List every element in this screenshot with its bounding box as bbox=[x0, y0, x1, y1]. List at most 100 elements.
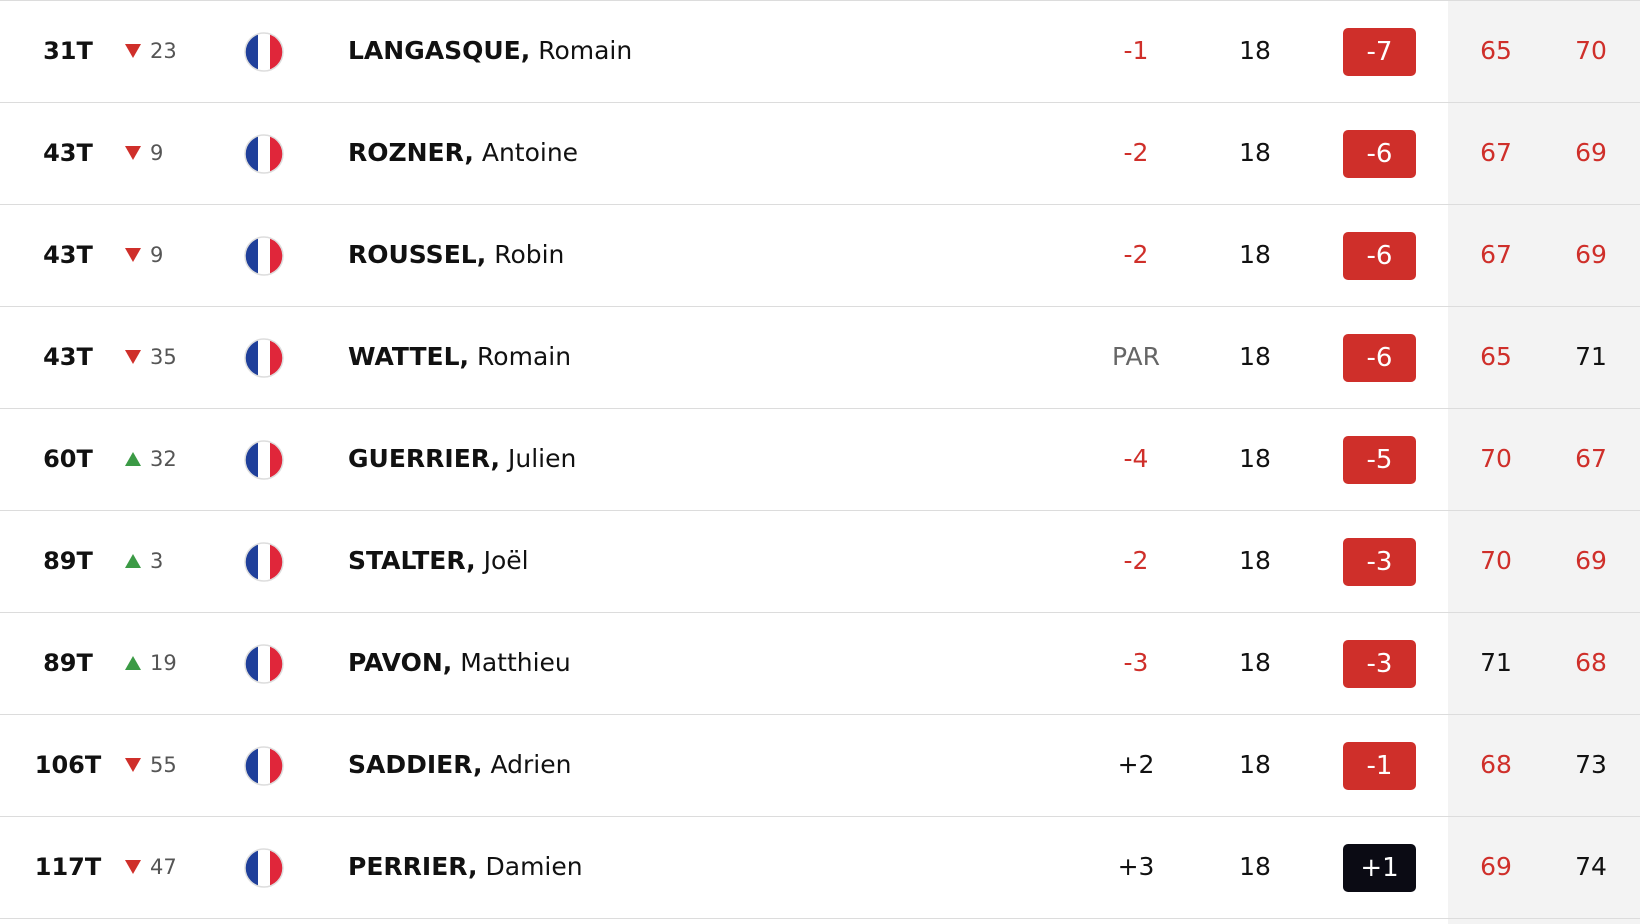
row-divider bbox=[0, 918, 1640, 920]
player-row: 43T 9 ROUSSEL, Robin -2 18 -6 67 69 bbox=[0, 204, 1640, 306]
first-name: Julien bbox=[508, 444, 577, 473]
round-score: 70 bbox=[1480, 444, 1512, 473]
move-value: 35 bbox=[150, 345, 177, 369]
move-arrow bbox=[125, 452, 141, 466]
round-score: 67 bbox=[1480, 138, 1512, 167]
first-name: Antoine bbox=[481, 138, 579, 167]
flag-france bbox=[244, 746, 284, 786]
position: 117T bbox=[34, 853, 102, 881]
player-row: 31T 23 LANGASQUE, Romain -1 18 -7 65 70 bbox=[0, 0, 1640, 102]
thru: 18 bbox=[1239, 546, 1271, 575]
round-score: 69 bbox=[1575, 240, 1607, 269]
player-name: SADDIER, Adrien bbox=[348, 715, 571, 815]
thru: 18 bbox=[1239, 852, 1271, 881]
round-score: 67 bbox=[1575, 444, 1607, 473]
flag-france bbox=[244, 440, 284, 480]
last-name: PERRIER, bbox=[348, 852, 478, 881]
player-name: STALTER, Joël bbox=[348, 511, 529, 611]
round-score: 70 bbox=[1575, 36, 1607, 65]
player-row: 60T 32 GUERRIER, Julien -4 18 -5 70 67 bbox=[0, 408, 1640, 510]
round-score: 69 bbox=[1575, 138, 1607, 167]
last-name: PAVON, bbox=[348, 648, 453, 677]
total-score: -6 bbox=[1343, 232, 1416, 280]
thru: 18 bbox=[1239, 240, 1271, 269]
move-value: 19 bbox=[150, 651, 177, 675]
position: 89T bbox=[43, 547, 93, 575]
round-score: 68 bbox=[1575, 648, 1607, 677]
last-name: GUERRIER, bbox=[348, 444, 500, 473]
today-score: -1 bbox=[1123, 36, 1149, 65]
player-row: 43T 35 WATTEL, Romain PAR 18 -6 65 71 bbox=[0, 306, 1640, 408]
player-row: 89T 3 STALTER, Joël -2 18 -3 70 69 bbox=[0, 510, 1640, 612]
position: 31T bbox=[43, 37, 93, 65]
move-arrow bbox=[125, 44, 141, 58]
thru: 18 bbox=[1239, 750, 1271, 779]
round-score: 74 bbox=[1575, 852, 1607, 881]
total-score: -3 bbox=[1343, 640, 1416, 688]
player-name: GUERRIER, Julien bbox=[348, 409, 576, 509]
flag-france bbox=[244, 134, 284, 174]
position: 89T bbox=[43, 649, 93, 677]
round-score: 71 bbox=[1480, 648, 1512, 677]
position: 43T bbox=[43, 343, 93, 371]
first-name: Adrien bbox=[490, 750, 572, 779]
last-name: ROUSSEL, bbox=[348, 240, 487, 269]
first-name: Joël bbox=[483, 546, 529, 575]
move-arrow bbox=[125, 860, 141, 874]
move-value: 47 bbox=[150, 855, 177, 879]
last-name: LANGASQUE, bbox=[348, 36, 531, 65]
round-score: 69 bbox=[1575, 546, 1607, 575]
position: 60T bbox=[43, 445, 93, 473]
today-score: -2 bbox=[1123, 240, 1149, 269]
thru: 18 bbox=[1239, 138, 1271, 167]
flag-france bbox=[244, 848, 284, 888]
today-score: PAR bbox=[1112, 342, 1160, 371]
round-score: 73 bbox=[1575, 750, 1607, 779]
total-score: -1 bbox=[1343, 742, 1416, 790]
first-name: Romain bbox=[538, 36, 633, 65]
move-arrow bbox=[125, 656, 141, 670]
position: 43T bbox=[43, 139, 93, 167]
move-value: 32 bbox=[150, 447, 177, 471]
today-score: -2 bbox=[1123, 546, 1149, 575]
flag-france bbox=[244, 338, 284, 378]
last-name: SADDIER, bbox=[348, 750, 483, 779]
move-arrow bbox=[125, 758, 141, 772]
round-score: 65 bbox=[1480, 36, 1512, 65]
total-score: -3 bbox=[1343, 538, 1416, 586]
rounds-background bbox=[1448, 0, 1640, 924]
total-score: -7 bbox=[1343, 28, 1416, 76]
today-score: -4 bbox=[1123, 444, 1149, 473]
thru: 18 bbox=[1239, 342, 1271, 371]
player-name: WATTEL, Romain bbox=[348, 307, 571, 407]
thru: 18 bbox=[1239, 444, 1271, 473]
round-score: 70 bbox=[1480, 546, 1512, 575]
flag-france bbox=[244, 236, 284, 276]
move-arrow bbox=[125, 350, 141, 364]
total-score: -6 bbox=[1343, 130, 1416, 178]
flag-france bbox=[244, 644, 284, 684]
player-row: 43T 9 ROZNER, Antoine -2 18 -6 67 69 bbox=[0, 102, 1640, 204]
round-score: 71 bbox=[1575, 342, 1607, 371]
move-value: 3 bbox=[150, 549, 164, 573]
today-score: -3 bbox=[1123, 648, 1149, 677]
today-score: +2 bbox=[1117, 750, 1155, 779]
position: 43T bbox=[43, 241, 93, 269]
move-arrow bbox=[125, 146, 141, 160]
round-score: 65 bbox=[1480, 342, 1512, 371]
move-value: 55 bbox=[150, 753, 177, 777]
player-name: ROZNER, Antoine bbox=[348, 103, 578, 203]
thru: 18 bbox=[1239, 36, 1271, 65]
player-name: ROUSSEL, Robin bbox=[348, 205, 564, 305]
total-score: -5 bbox=[1343, 436, 1416, 484]
move-value: 23 bbox=[150, 39, 177, 63]
last-name: WATTEL, bbox=[348, 342, 470, 371]
player-row: 117T 47 PERRIER, Damien +3 18 +1 69 74 bbox=[0, 816, 1640, 918]
move-value: 9 bbox=[150, 243, 164, 267]
player-name: PAVON, Matthieu bbox=[348, 613, 571, 713]
today-score: +3 bbox=[1117, 852, 1155, 881]
total-score: +1 bbox=[1343, 844, 1416, 892]
first-name: Robin bbox=[494, 240, 565, 269]
player-name: PERRIER, Damien bbox=[348, 817, 583, 917]
